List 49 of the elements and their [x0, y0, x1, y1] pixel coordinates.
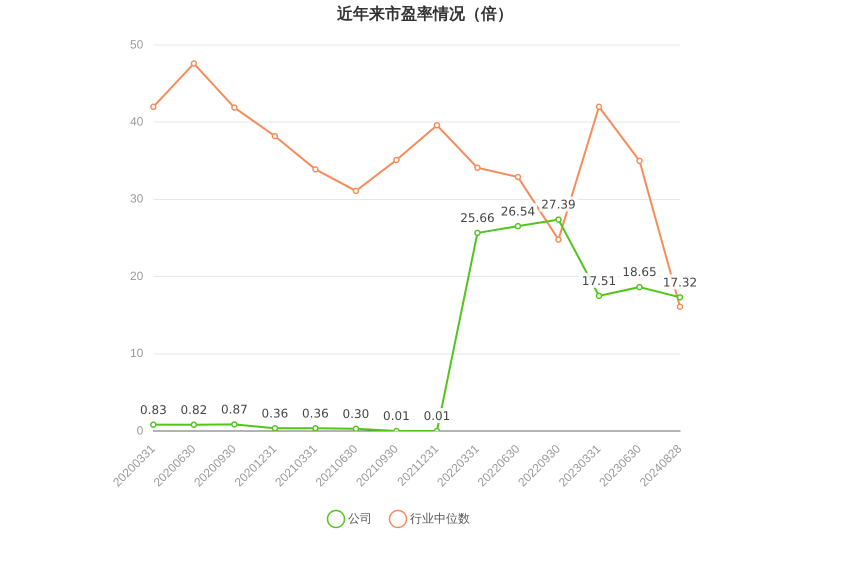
y-tick-label: 40	[130, 114, 144, 129]
y-tick-label: 20	[130, 268, 144, 283]
data-label: 17.51	[582, 274, 616, 288]
point	[393, 156, 400, 164]
point	[150, 421, 157, 428]
point	[272, 132, 278, 140]
point	[596, 104, 602, 110]
data-label: 25.66	[460, 211, 495, 226]
point	[190, 60, 198, 67]
point	[636, 158, 643, 164]
point	[190, 421, 198, 428]
data-label: 0.36	[302, 406, 329, 420]
point	[231, 104, 238, 111]
data-label: 0.83	[140, 402, 167, 417]
point	[676, 304, 684, 310]
legend-label: 公司	[348, 511, 372, 526]
point	[514, 222, 522, 230]
point	[636, 284, 643, 290]
point	[352, 188, 360, 194]
data-label: 0.36	[262, 406, 288, 420]
data-label: 17.32	[662, 275, 698, 290]
point	[596, 292, 602, 300]
y-tick-label: 50	[130, 37, 144, 52]
data-label: 27.39	[541, 198, 576, 212]
point	[231, 421, 238, 428]
data-label: 0.01	[424, 409, 450, 424]
data-label: 0.82	[180, 402, 208, 417]
data-label: 26.54	[500, 204, 536, 218]
y-tick-label: 0	[136, 423, 144, 438]
point	[474, 230, 481, 236]
chart-title: 近年来市盈率情况（倍）	[336, 4, 514, 25]
point	[352, 426, 360, 432]
point	[150, 104, 157, 110]
point	[555, 236, 562, 243]
point	[312, 425, 319, 432]
y-tick-label: 30	[130, 192, 144, 206]
data-label: 0.30	[342, 406, 370, 421]
data-label: 0.87	[221, 402, 248, 416]
data-label: 0.01	[383, 409, 410, 424]
point	[555, 216, 562, 223]
point	[312, 166, 319, 173]
data-label: 18.65	[622, 265, 657, 280]
point	[272, 425, 278, 432]
point	[676, 294, 684, 301]
point	[474, 164, 481, 172]
point	[514, 174, 522, 180]
legend-label: 行业中位数	[410, 511, 470, 526]
y-tick-label: 10	[130, 346, 144, 360]
point	[434, 122, 440, 129]
